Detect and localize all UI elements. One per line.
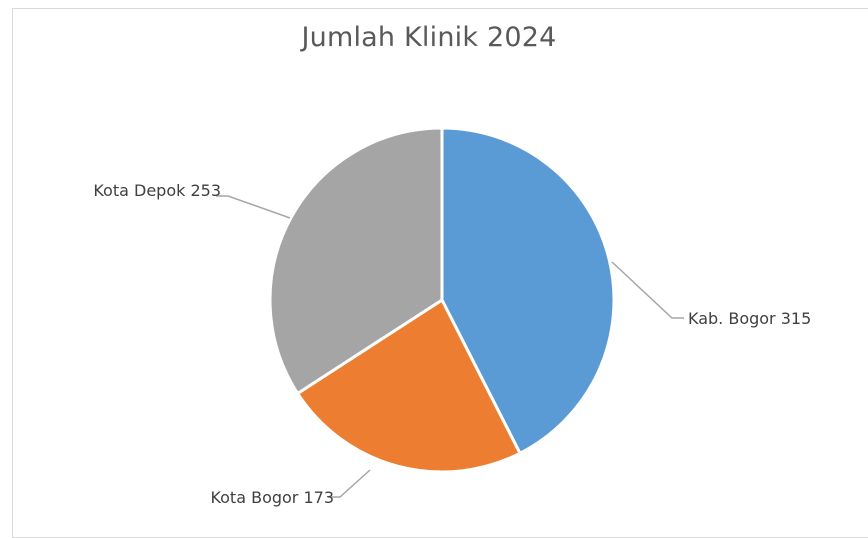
pie-slice-kab-bogor (440, 126, 616, 455)
leader-line (328, 469, 371, 498)
data-label: Kota Depok 253 (93, 181, 221, 200)
pie-chart: Kab. Bogor 315 Kota Bogor 173 Kota Depok 2… (93, 126, 811, 507)
pie-slice-kota-bogor (296, 298, 522, 474)
leader-line (216, 195, 291, 219)
data-label: Kota Bogor 173 (210, 488, 334, 507)
chart-title: Jumlah Klinik 2024 (301, 22, 557, 53)
leader-line (611, 261, 684, 319)
pie-slice-kota-depok (268, 126, 444, 395)
data-label: Kab. Bogor 315 (688, 309, 811, 328)
